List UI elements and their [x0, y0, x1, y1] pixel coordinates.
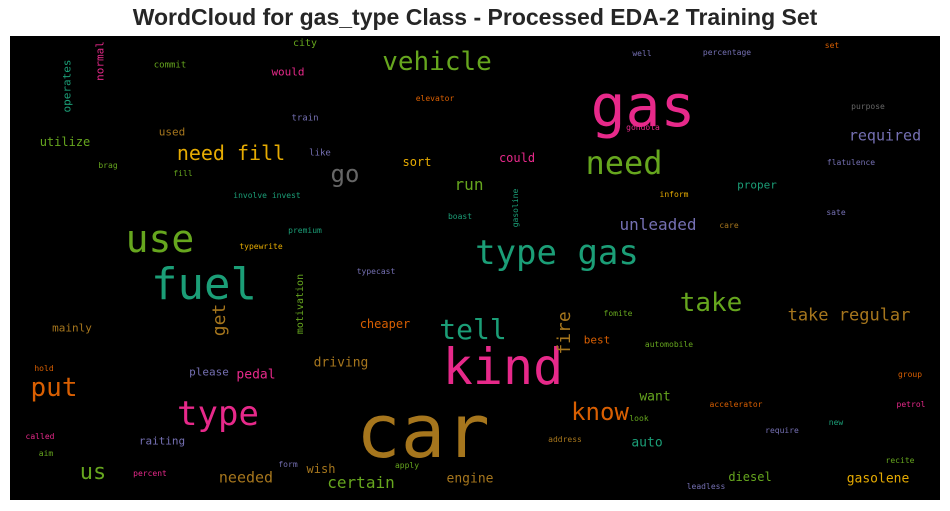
cloud-word-typecast: typecast: [356, 267, 396, 276]
cloud-word-care: care: [719, 221, 739, 230]
cloud-word-unleaded: unleaded: [619, 215, 697, 234]
cloud-word-address: address: [548, 435, 582, 444]
cloud-word-mainly: mainly: [52, 321, 92, 335]
cloud-word-tell: tell: [439, 313, 507, 346]
cloud-word-aim: aim: [38, 449, 54, 458]
cloud-word-gasolene: gasolene: [846, 471, 910, 487]
cloud-word-diesel: diesel: [728, 470, 772, 484]
cloud-word-sort: sort: [402, 155, 432, 169]
cloud-word-fill: fill: [173, 169, 193, 178]
cloud-word-boast: boast: [447, 212, 473, 221]
cloud-word-run: run: [454, 175, 484, 194]
cloud-word-called: called: [25, 432, 55, 441]
cloud-word-auto: auto: [631, 435, 663, 451]
cloud-word-apply: apply: [394, 461, 420, 470]
cloud-word-set: set: [824, 41, 840, 50]
cloud-word-know: know: [571, 398, 629, 426]
cloud-word-gasoline: gasoline: [511, 188, 520, 228]
cloud-word-flatulence: flatulence: [826, 158, 876, 167]
cloud-word-involve-invest: involve invest: [233, 191, 301, 200]
cloud-word-percent: percent: [133, 469, 167, 478]
cloud-word-needed: needed: [218, 468, 274, 487]
cloud-word-new: new: [828, 418, 844, 427]
cloud-word-leadless: leadless: [686, 482, 726, 491]
cloud-word-form: form: [278, 460, 298, 469]
cloud-word-need-fill: need fill: [176, 141, 286, 165]
cloud-word-hold: hold: [34, 364, 54, 373]
cloud-word-pedal: pedal: [236, 367, 276, 383]
cloud-word-could: could: [498, 151, 536, 165]
cloud-word-used: used: [158, 125, 186, 139]
cloud-word-fuel: fuel: [151, 259, 257, 310]
cloud-word-fire: fire: [554, 311, 575, 355]
cloud-word-fomite: fomite: [603, 309, 633, 318]
cloud-word-well: well: [632, 49, 652, 58]
chart-title: WordCloud for gas_type Class - Processed…: [132, 4, 818, 30]
cloud-word-take-regular: take regular: [787, 305, 911, 326]
cloud-word-percentage: percentage: [702, 48, 752, 57]
cloud-word-elevator: elevator: [415, 94, 455, 103]
cloud-word-motivation: motivation: [295, 273, 306, 335]
cloud-word-normal: normal: [93, 41, 107, 81]
cloud-word-wish: wish: [306, 462, 336, 476]
cloud-word-premium: premium: [288, 226, 322, 235]
cloud-word-go: go: [330, 160, 360, 188]
cloud-word-cheaper: cheaper: [359, 317, 411, 331]
cloud-word-utilize: utilize: [39, 135, 91, 149]
cloud-word-type: type: [177, 394, 259, 434]
cloud-word-take: take: [679, 288, 743, 318]
cloud-word-operates: operates: [60, 59, 74, 113]
cloud-word-gas: gas: [590, 72, 696, 140]
cloud-word-certain: certain: [327, 473, 395, 492]
cloud-word-raiting: raiting: [138, 434, 186, 448]
cloud-word-best: best: [583, 333, 611, 347]
cloud-word-put: put: [30, 373, 78, 403]
word-cloud: car kind gas fuel use type gas type need tell put…: [10, 36, 940, 500]
cloud-word-please: please: [189, 365, 229, 379]
cloud-word-kind: kind: [442, 338, 564, 396]
cloud-word-need: need: [585, 144, 663, 182]
cloud-word-like: like: [309, 148, 331, 159]
cloud-word-vehicle: vehicle: [382, 47, 492, 77]
cloud-word-train: train: [291, 113, 319, 124]
cloud-word-require: require: [765, 426, 799, 435]
cloud-word-sate: sate: [826, 208, 846, 217]
cloud-word-would: would: [271, 65, 305, 79]
cloud-word-us: us: [79, 460, 107, 485]
cloud-word-purpose: purpose: [851, 102, 885, 111]
cloud-word-driving: driving: [313, 355, 369, 371]
cloud-word-brag: brag: [98, 161, 118, 170]
cloud-word-petrol: petrol: [896, 400, 926, 409]
cloud-word-required: required: [848, 126, 922, 145]
cloud-word-automobile: automobile: [644, 340, 694, 349]
cloud-word-accelerator: accelerator: [709, 400, 763, 409]
cloud-word-gondola: gondola: [626, 123, 660, 132]
cloud-word-type-gas: type gas: [475, 233, 639, 273]
cloud-word-proper: proper: [737, 178, 777, 192]
cloud-word-get: get: [209, 303, 230, 337]
cloud-word-look: look: [629, 414, 649, 423]
cloud-word-recite: recite: [885, 456, 915, 465]
cloud-word-inform: inform: [659, 190, 689, 199]
cloud-word-want: want: [639, 389, 671, 405]
cloud-word-group: group: [897, 370, 923, 379]
cloud-word-use: use: [125, 217, 195, 261]
cloud-word-commit: commit: [153, 60, 187, 71]
cloud-word-engine: engine: [446, 471, 494, 487]
cloud-word-car: car: [356, 389, 490, 475]
cloud-word-city: city: [292, 38, 318, 49]
cloud-word-typewrite: typewrite: [239, 242, 283, 251]
